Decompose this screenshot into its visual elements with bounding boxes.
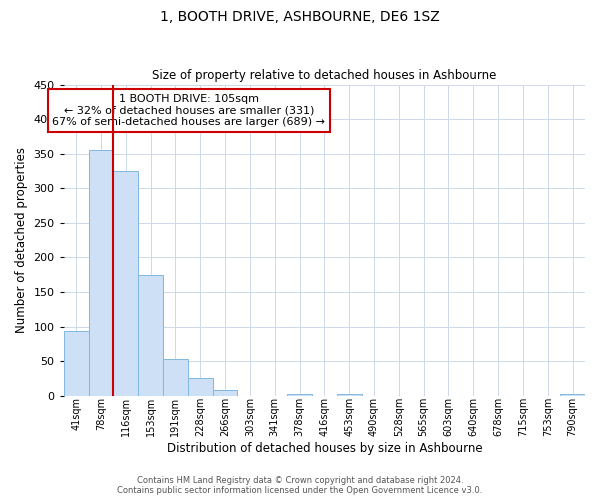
- Y-axis label: Number of detached properties: Number of detached properties: [15, 147, 28, 333]
- Bar: [89, 150, 113, 396]
- Text: Contains HM Land Registry data © Crown copyright and database right 2024.
Contai: Contains HM Land Registry data © Crown c…: [118, 476, 482, 495]
- X-axis label: Distribution of detached houses by size in Ashbourne: Distribution of detached houses by size …: [167, 442, 482, 455]
- Bar: [560, 394, 585, 396]
- Bar: [287, 394, 312, 396]
- Bar: [163, 359, 188, 396]
- Bar: [138, 274, 163, 396]
- Text: 1, BOOTH DRIVE, ASHBOURNE, DE6 1SZ: 1, BOOTH DRIVE, ASHBOURNE, DE6 1SZ: [160, 10, 440, 24]
- Title: Size of property relative to detached houses in Ashbourne: Size of property relative to detached ho…: [152, 69, 497, 82]
- Bar: [113, 171, 138, 396]
- Bar: [188, 378, 212, 396]
- Bar: [337, 394, 362, 396]
- Bar: [212, 390, 238, 396]
- Text: 1 BOOTH DRIVE: 105sqm
← 32% of detached houses are smaller (331)
67% of semi-det: 1 BOOTH DRIVE: 105sqm ← 32% of detached …: [52, 94, 325, 127]
- Bar: [64, 332, 89, 396]
